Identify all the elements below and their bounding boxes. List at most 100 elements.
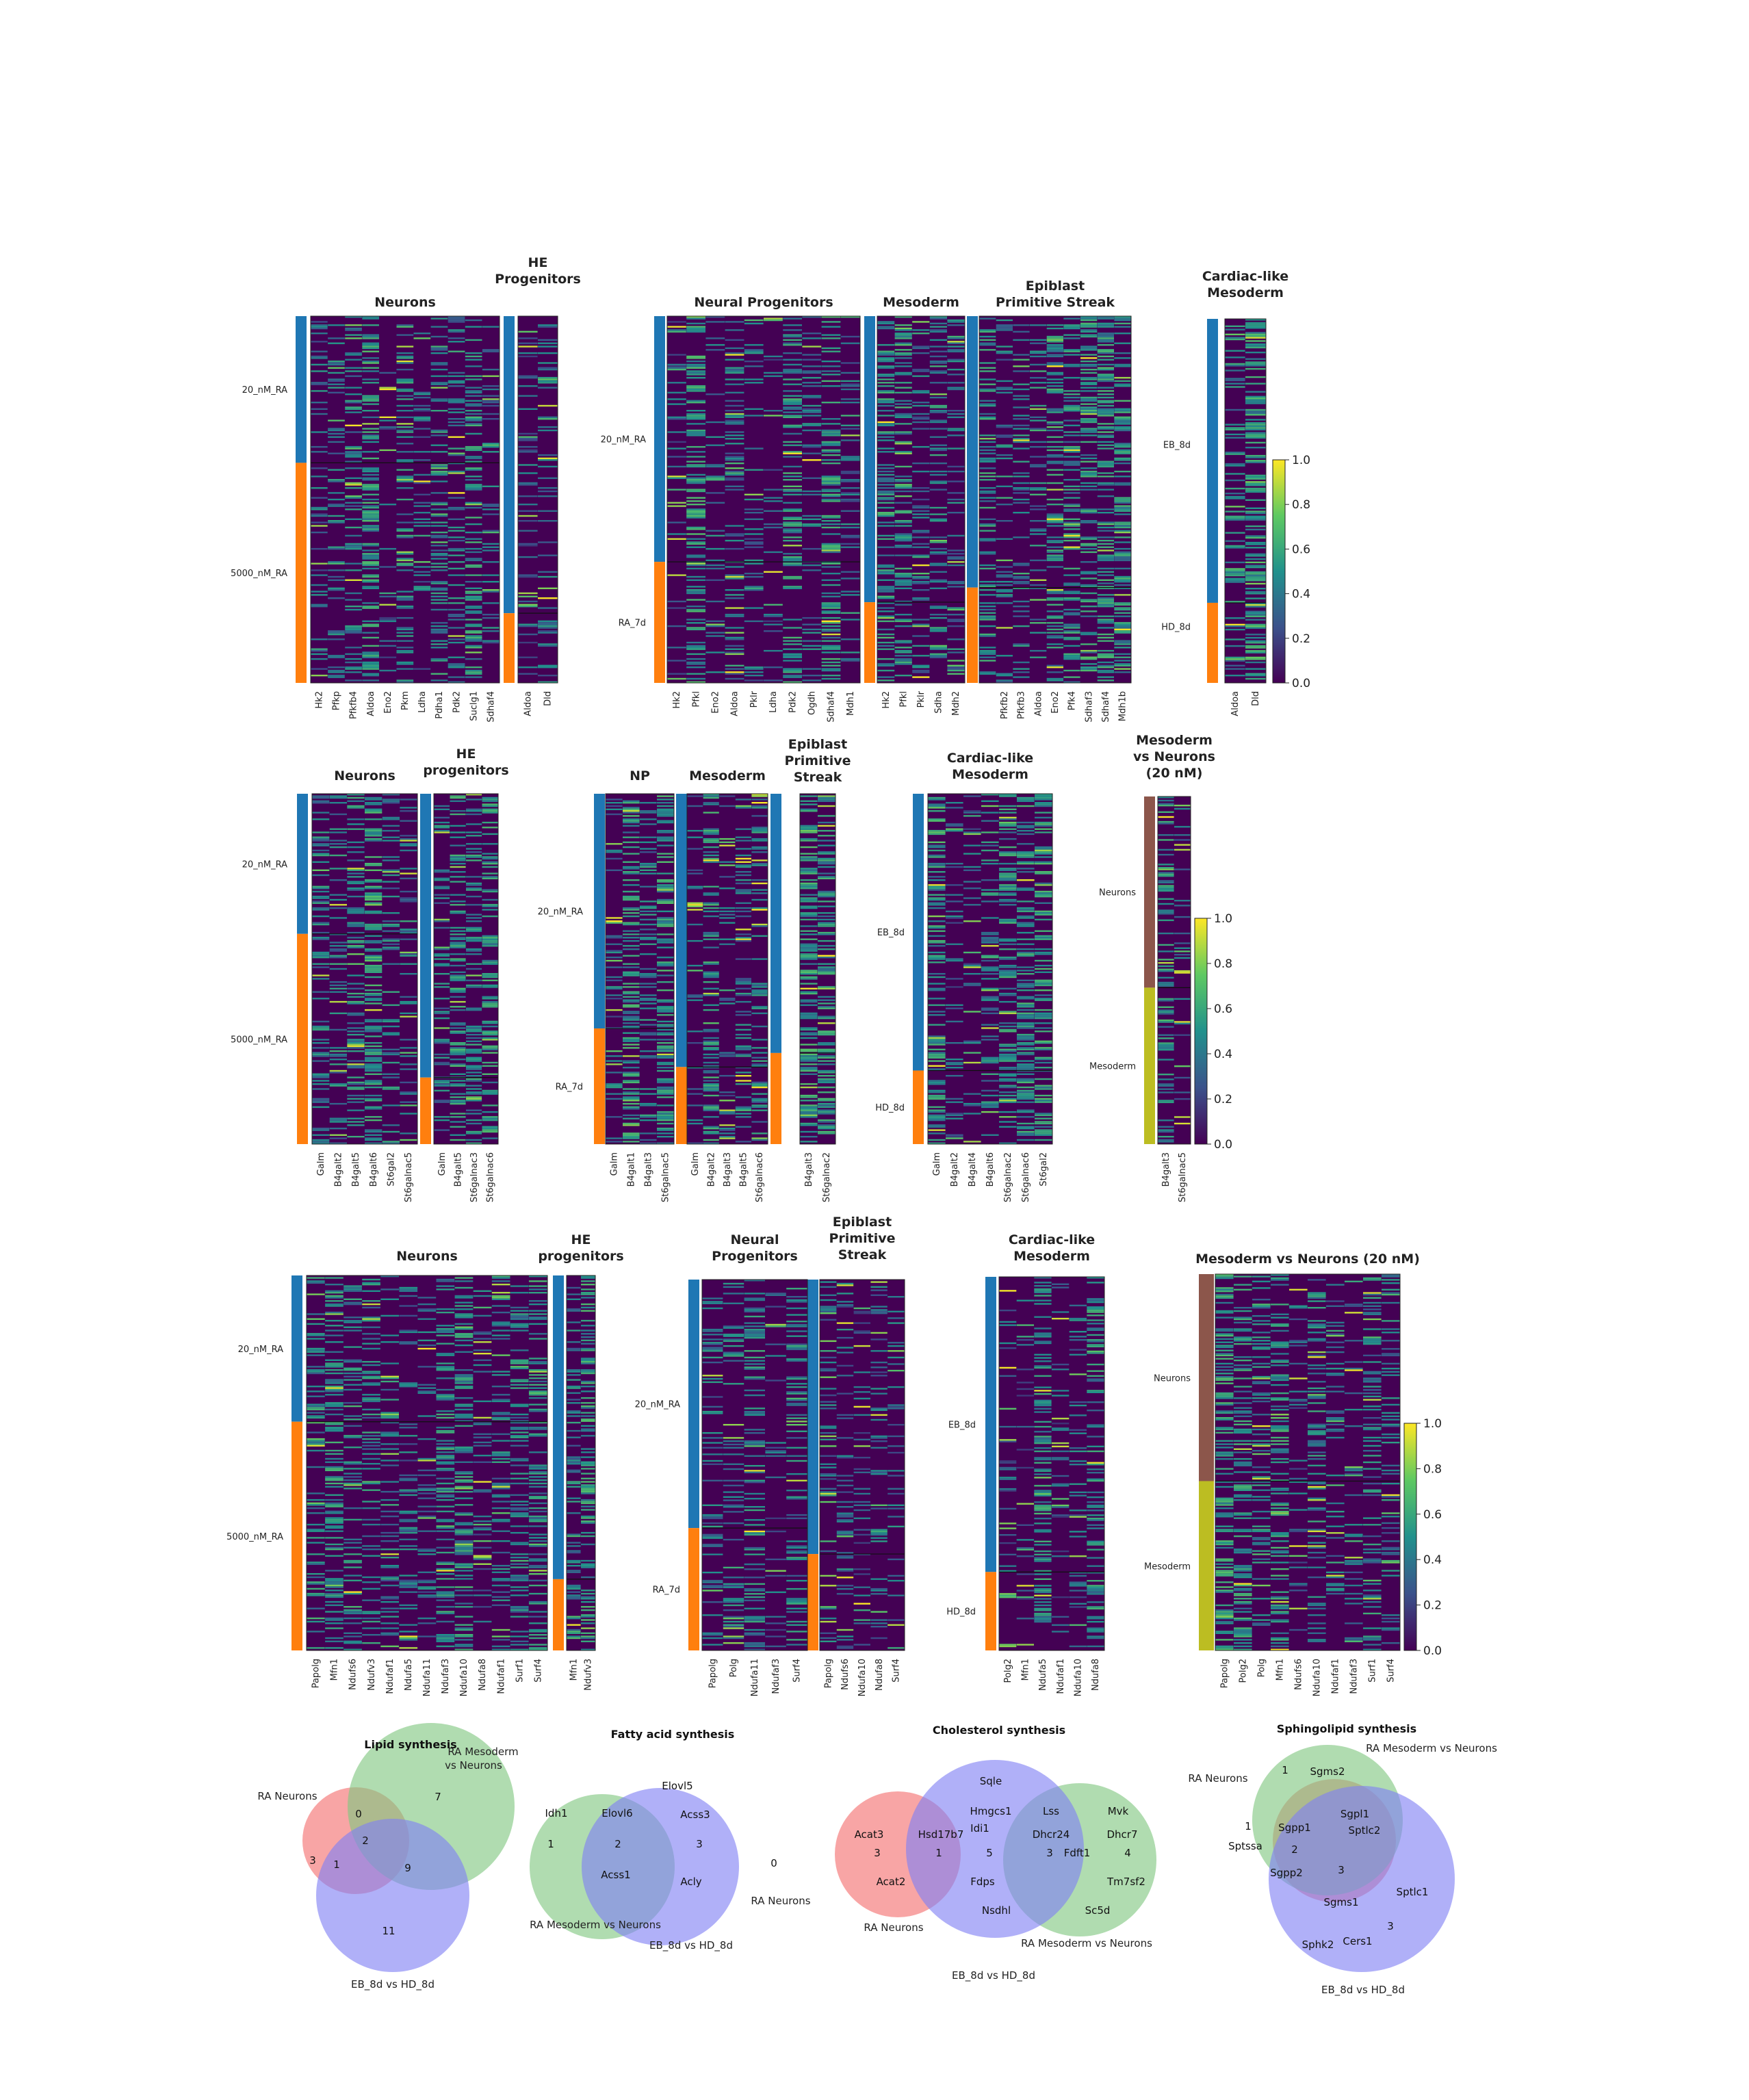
heatmap-cell	[999, 974, 1017, 976]
heatmap-cell	[362, 367, 379, 369]
heatmap-cell	[703, 1030, 719, 1033]
heatmap-cell	[686, 575, 705, 578]
heatmap-cell	[735, 1011, 751, 1013]
heatmap-cell	[344, 1425, 362, 1427]
heatmap-cell	[325, 1578, 344, 1580]
heatmap-cell	[912, 573, 930, 575]
heatmap-cell	[325, 1510, 344, 1513]
heatmap-cell	[1013, 645, 1030, 647]
heatmap-cell	[1035, 851, 1052, 853]
heatmap-cell	[329, 917, 347, 919]
heatmap-cell	[347, 963, 365, 965]
heatmap-cell	[929, 462, 947, 465]
heatmap-cell	[362, 679, 379, 682]
heatmap-cell	[703, 829, 719, 832]
heatmap-cell	[1158, 881, 1174, 883]
heatmap-cell	[1013, 587, 1030, 589]
heatmap-cell	[1063, 669, 1080, 672]
heatmap-cell	[448, 470, 465, 473]
heatmap-cell	[800, 1073, 818, 1075]
heatmap-cell	[434, 877, 450, 879]
heatmap-cell	[623, 871, 640, 873]
heatmap-cell	[657, 808, 674, 810]
heatmap-cell	[1063, 599, 1080, 601]
heatmap-cell	[362, 623, 379, 625]
heatmap-cell	[687, 848, 703, 850]
heatmap-cell	[345, 546, 362, 548]
heatmap-cell	[821, 617, 841, 619]
heatmap-cell	[979, 673, 996, 675]
heatmap-cell	[365, 802, 383, 804]
heatmap-cell	[929, 317, 947, 320]
heatmap-cell	[1158, 1085, 1174, 1087]
heatmap-cell	[687, 1088, 703, 1090]
heatmap-cell	[413, 474, 431, 476]
heatmap-cell	[1046, 374, 1063, 376]
heatmap-cell	[606, 959, 623, 962]
heatmap-cell	[821, 547, 841, 550]
heatmap-cell	[963, 904, 981, 906]
heatmap-cell	[466, 968, 482, 970]
heatmap-cell	[538, 607, 558, 609]
heatmap-cell	[725, 664, 744, 666]
heatmap-cell	[345, 370, 362, 372]
heatmap-cell	[1063, 510, 1080, 512]
heatmap-cell	[450, 942, 466, 944]
heatmap-cell	[606, 951, 623, 954]
heatmap-cell	[877, 669, 895, 672]
heatmap-cell	[1080, 606, 1098, 608]
heatmap-cell	[606, 1060, 623, 1062]
heatmap-cell	[466, 876, 482, 878]
heatmap-cell	[657, 922, 674, 924]
heatmap-cell	[840, 472, 860, 474]
heatmap-cell	[362, 661, 379, 664]
heatmap-cell	[657, 898, 674, 901]
heatmap-cell	[482, 546, 500, 548]
heatmap-cell	[365, 971, 383, 973]
heatmap-cell	[465, 489, 482, 491]
heatmap-cell	[1035, 999, 1052, 1001]
heatmap-cell	[735, 1083, 751, 1085]
heatmap-cell	[751, 1106, 768, 1109]
heatmap-cell	[703, 946, 719, 948]
heatmap-cell	[382, 1048, 400, 1050]
gene-label: Dld	[543, 691, 554, 706]
heatmap-cell	[466, 889, 482, 891]
heatmap-cell	[518, 604, 538, 606]
heatmap-cell	[1158, 903, 1174, 905]
heatmap-cell	[365, 1027, 383, 1029]
heatmap-cell	[311, 355, 328, 358]
heatmap-cell	[751, 1086, 768, 1089]
heatmap-cell	[783, 342, 802, 344]
heatmap-cell	[538, 587, 558, 589]
heatmap-cell	[400, 849, 417, 852]
heatmap-cell	[687, 1042, 703, 1044]
heatmap-cell	[1035, 983, 1052, 985]
heatmap-cell	[719, 1113, 736, 1115]
heatmap-cell	[362, 477, 379, 479]
heatmap-cell	[1017, 966, 1035, 968]
heatmap-cell	[657, 1007, 674, 1009]
heatmap-cell	[783, 400, 802, 402]
heatmap-cell	[362, 1481, 380, 1483]
heatmap-cell	[345, 606, 362, 608]
heatmap-cell	[981, 1101, 999, 1103]
heatmap-cell	[877, 477, 895, 479]
heatmap-cell	[929, 551, 947, 554]
heatmap-cell	[686, 610, 705, 612]
heatmap-cell	[518, 673, 538, 675]
heatmap-cell	[947, 561, 965, 563]
heatmap-cell	[703, 973, 719, 975]
heatmap-cell	[764, 497, 783, 499]
heatmap-cell	[379, 419, 397, 422]
heatmap-cell	[946, 1136, 963, 1138]
heatmap-cell	[362, 625, 379, 627]
heatmap-cell	[1046, 365, 1063, 367]
heatmap-cell	[328, 630, 345, 632]
heatmap-cell	[345, 367, 362, 369]
heatmap-cell	[877, 357, 895, 359]
heatmap-cell	[1063, 533, 1080, 535]
heatmap-cell	[1080, 592, 1098, 595]
heatmap-cell	[518, 385, 538, 387]
heatmap-cell	[783, 539, 802, 542]
